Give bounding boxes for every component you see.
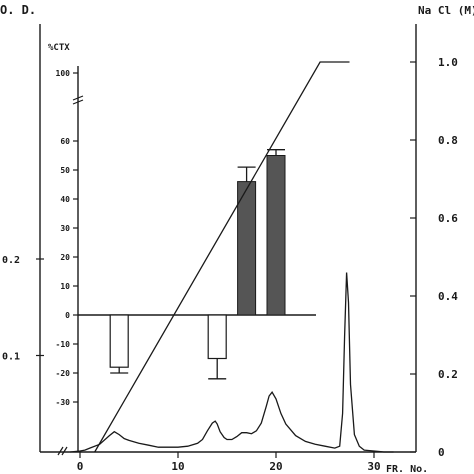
inset-axis-ticks: -30 -20 -10 0 10 20 30 40 50 60 100 — [56, 69, 78, 407]
inset-tick-label: 60 — [60, 137, 70, 146]
ctx-bars — [109, 149, 286, 380]
right-tick-label: 0.2 — [438, 368, 458, 381]
series-lines — [70, 61, 394, 453]
right-axis-ticks: 0 0.2 0.4 0.6 0.8 1.0 — [410, 56, 458, 459]
right-tick-label: 0 — [438, 446, 445, 459]
nacl-gradient-line — [94, 61, 350, 453]
right-tick-label: 0.6 — [438, 212, 458, 225]
inset-tick-label: -20 — [56, 369, 71, 378]
x-tick-label: 0 — [77, 460, 84, 473]
left-tick-label: 0.1 — [2, 352, 20, 363]
inset-tick-label: 30 — [60, 224, 70, 233]
ctx-bar — [237, 181, 257, 316]
inset-axis-title: %CTX — [48, 43, 70, 53]
x-axis-ticks: 0 10 20 30 — [77, 452, 381, 473]
right-axis-title: Na Cl (M) — [418, 4, 474, 17]
left-tick-label: 0.2 — [2, 255, 20, 266]
x-tick-label: 30 — [367, 460, 380, 473]
inset-tick-label: 100 — [56, 69, 71, 78]
left-axis-ticks: 0.1 0.2 — [2, 255, 44, 363]
inset-axis-break — [72, 95, 84, 105]
inset-tick-label: 10 — [60, 282, 70, 291]
absorbance-line — [70, 272, 394, 453]
x-tick-label: 20 — [269, 460, 282, 473]
ctx-bar — [109, 314, 129, 368]
x-axis-break — [57, 446, 68, 456]
left-axis-title: O. D. — [0, 3, 36, 17]
inset-tick-label: 40 — [60, 195, 70, 204]
inset-tick-label: 50 — [60, 166, 70, 175]
right-tick-label: 0.4 — [438, 290, 458, 303]
right-tick-label: 1.0 — [438, 56, 458, 69]
x-tick-label: 10 — [171, 460, 184, 473]
inset-tick-label: -10 — [56, 340, 71, 349]
ctx-bar — [207, 314, 227, 360]
inset-tick-label: 20 — [60, 253, 70, 262]
x-axis-title: FR. No. — [386, 464, 428, 474]
ctx-bar — [266, 155, 286, 316]
inset-tick-label: 0 — [65, 311, 70, 320]
right-tick-label: 0.8 — [438, 134, 458, 147]
inset-tick-label: -30 — [56, 398, 71, 407]
